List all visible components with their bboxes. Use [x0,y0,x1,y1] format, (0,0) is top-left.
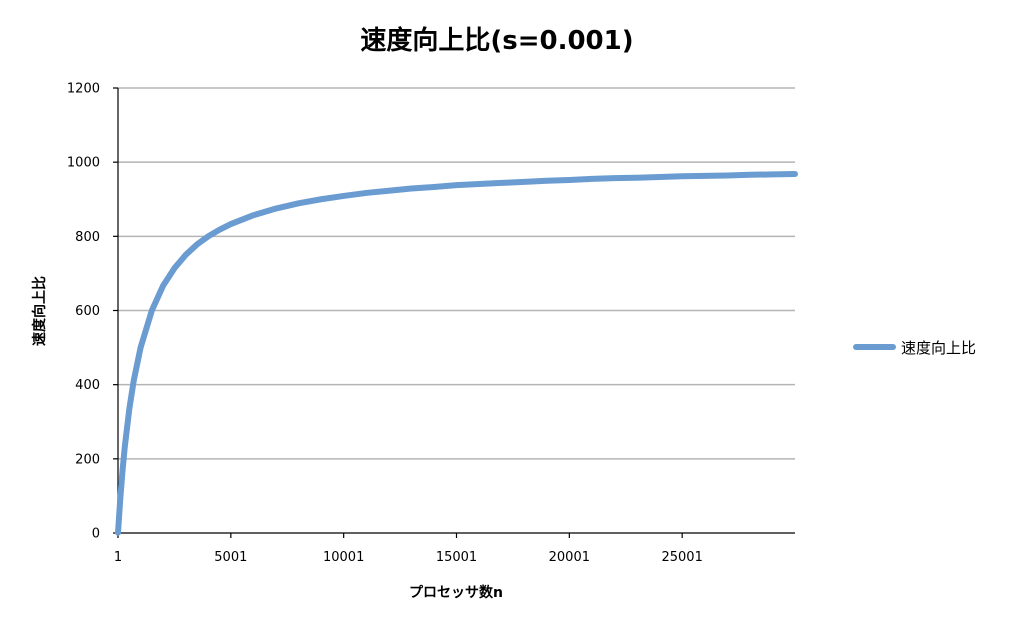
grid-lines [118,87,795,460]
y-tick-label: 1200 [67,82,100,97]
x-tick-label: 10001 [323,550,364,565]
chart-title: 速度向上比(s=0.001) [360,25,633,56]
y-tick-label: 0 [92,527,100,542]
x-tick-label: 25001 [661,550,702,565]
y-axis-label: 速度向上比 [31,276,48,346]
x-tick-label: 5001 [214,550,247,565]
series-line [115,171,798,536]
legend-label: 速度向上比 [901,339,976,357]
y-tick-label: 600 [75,304,100,319]
axes [113,87,795,538]
x-axis-label: プロセッサ数n [409,584,503,601]
x-tick-label: 1 [114,550,122,565]
y-tick-label: 800 [75,230,100,245]
series-lines [115,171,798,536]
y-tick-label: 400 [75,378,100,393]
y-tick-label: 200 [75,452,100,467]
x-tick-label: 20001 [549,550,590,565]
y-tick-label: 1000 [67,156,100,171]
legend: 速度向上比 [853,339,976,357]
x-tick-label: 15001 [436,550,477,565]
